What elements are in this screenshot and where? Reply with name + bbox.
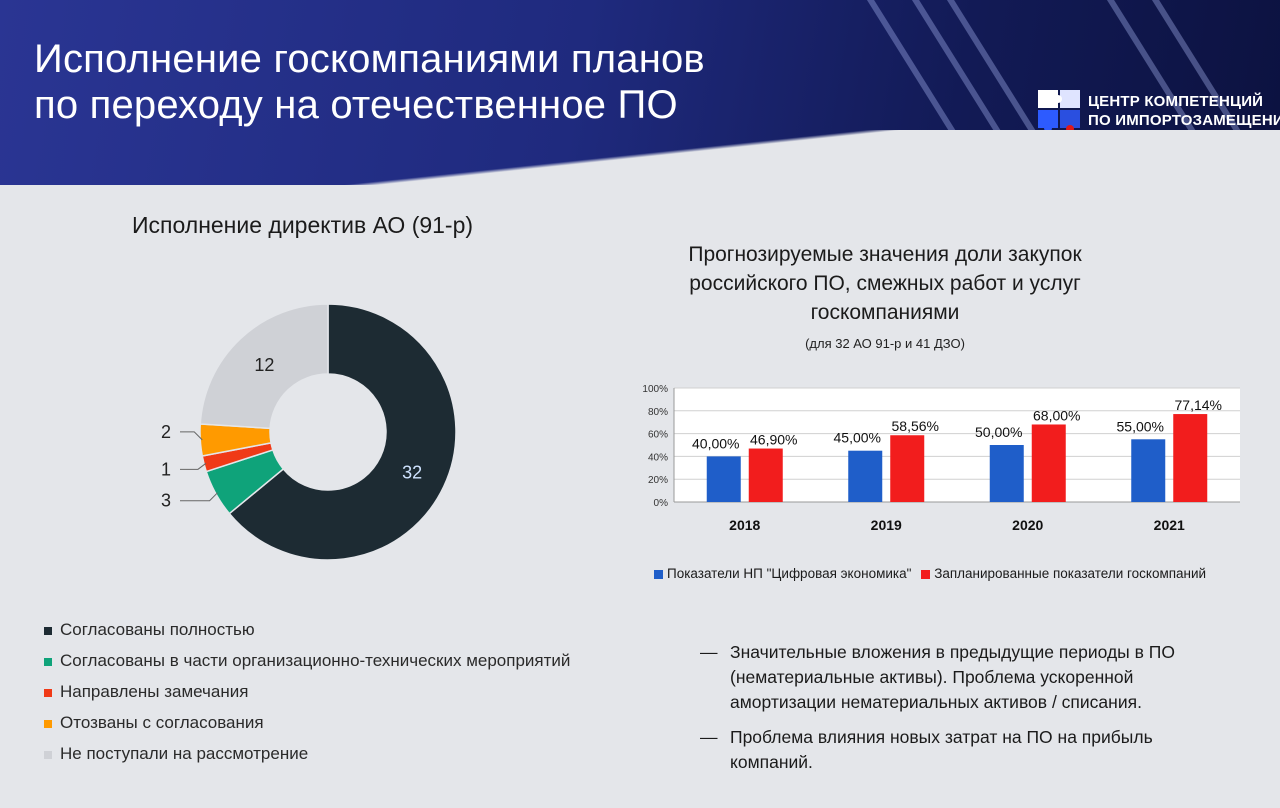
donut-leader-line (180, 492, 218, 502)
x-tick-label: 2020 (1012, 517, 1043, 533)
bar (706, 456, 741, 502)
y-tick-label: 20% (648, 475, 668, 486)
legend-swatch (44, 720, 52, 728)
legend-swatch (44, 689, 52, 697)
puzzle-flag-logo-icon (1038, 90, 1080, 146)
slide-title: Исполнение госкомпаниями планов по перех… (34, 36, 774, 128)
slide-title-line-2: по переходу на отечественное ПО (34, 83, 678, 127)
logo-line-2: ПО ИМПОРТОЗАМЕЩЕНИЮ (1088, 112, 1280, 129)
note-dash: — (700, 642, 718, 662)
x-tick-label: 2018 (729, 517, 760, 533)
x-tick-label: 2021 (1154, 517, 1185, 533)
bar-value-label: 68,00% (1033, 407, 1080, 423)
legend-swatch (44, 751, 52, 759)
bar-legend-label: Показатели НП "Цифровая экономика" (667, 566, 912, 581)
logo-line-3: В СФЕРЕ ИКТ (1088, 131, 1193, 148)
legend-label: Согласованы полностью (60, 620, 255, 639)
logo-line-1: ЦЕНТР КОМПЕТЕНЦИЙ (1088, 93, 1264, 110)
legend-swatch (44, 658, 52, 666)
bar-legend: Показатели НП "Цифровая экономика" Запла… (654, 566, 1212, 581)
bar-chart: 0% 20% 40% 60% 80% 100% 40,00% 46,90% 2018 45,00%… (642, 384, 1240, 533)
note-text: Проблема влияния новых затрат на ПО на п… (730, 727, 1153, 772)
note-item: — Значительные вложения в предыдущие пери… (700, 640, 1220, 715)
bar (1031, 424, 1066, 502)
donut-leader-line (180, 431, 203, 441)
bar-value-label: 45,00% (834, 430, 881, 446)
slide-title-line-1: Исполнение госкомпаниями планов (34, 37, 705, 81)
donut-slice-label: 32 (402, 463, 422, 483)
bar (748, 448, 783, 502)
donut-slice (199, 303, 329, 430)
bar-chart-subtitle: (для 32 АО 91-р и 41 ДЗО) (805, 336, 965, 351)
bar (1173, 414, 1208, 502)
x-tick-label: 2019 (871, 517, 902, 533)
bar (890, 435, 925, 502)
legend-label: Отозваны с согласования (60, 713, 264, 732)
bar-value-label: 77,14% (1175, 397, 1222, 413)
bar-legend-label: Запланированные показатели госкомпаний (934, 566, 1207, 581)
y-tick-label: 0% (654, 498, 669, 509)
bar (848, 450, 883, 502)
bar-value-label: 46,90% (750, 432, 797, 448)
y-tick-label: 100% (642, 384, 668, 395)
legend-label: Не поступали на рассмотрение (60, 744, 309, 763)
donut-slice-label: 12 (254, 355, 274, 375)
bar-chart-title: Прогнозируемые значения доли закупок рос… (688, 243, 1082, 324)
bar-value-label: 58,56% (892, 418, 939, 434)
bar-legend-item: Показатели НП "Цифровая экономика" (654, 566, 911, 581)
y-tick-label: 40% (648, 452, 668, 463)
donut-slice-label: 1 (161, 459, 171, 479)
y-tick-label: 60% (648, 430, 668, 441)
bar (989, 445, 1024, 502)
donut-slice-label: 2 (161, 422, 171, 442)
slide-header: Исполнение госкомпаниями планов по перех… (0, 0, 1280, 185)
bar-value-label: 55,00% (1117, 418, 1164, 434)
donut-slice (228, 303, 457, 561)
logo-text: ЦЕНТР КОМПЕТЕНЦИЙ ПО ИМПОРТОЗАМЕЩЕНИЮ В … (1088, 92, 1280, 149)
note-item: — Проблема влияния новых затрат на ПО на … (700, 725, 1220, 775)
bar-value-label: 50,00% (975, 424, 1022, 440)
notes-list: — Значительные вложения в предыдущие пери… (700, 640, 1220, 785)
legend-swatch (921, 570, 931, 579)
bar-legend-item: Запланированные показатели госкомпаний (921, 566, 1206, 581)
legend-label: Направлены замечания (60, 682, 249, 701)
bar-value-label: 40,00% (692, 435, 739, 451)
bar (1131, 439, 1166, 502)
legend-swatch (654, 570, 663, 579)
note-dash: — (700, 727, 718, 747)
legend-swatch (44, 627, 52, 635)
y-tick-label: 80% (648, 407, 668, 418)
note-text: Значительные вложения в предыдущие перио… (730, 642, 1175, 712)
donut-chart-title: Исполнение директив АО (91-р) (132, 212, 474, 238)
donut-slice-label: 3 (161, 491, 171, 511)
legend-label: Согласованы в части организационно-техни… (60, 651, 571, 670)
donut-leader-line (180, 462, 207, 470)
